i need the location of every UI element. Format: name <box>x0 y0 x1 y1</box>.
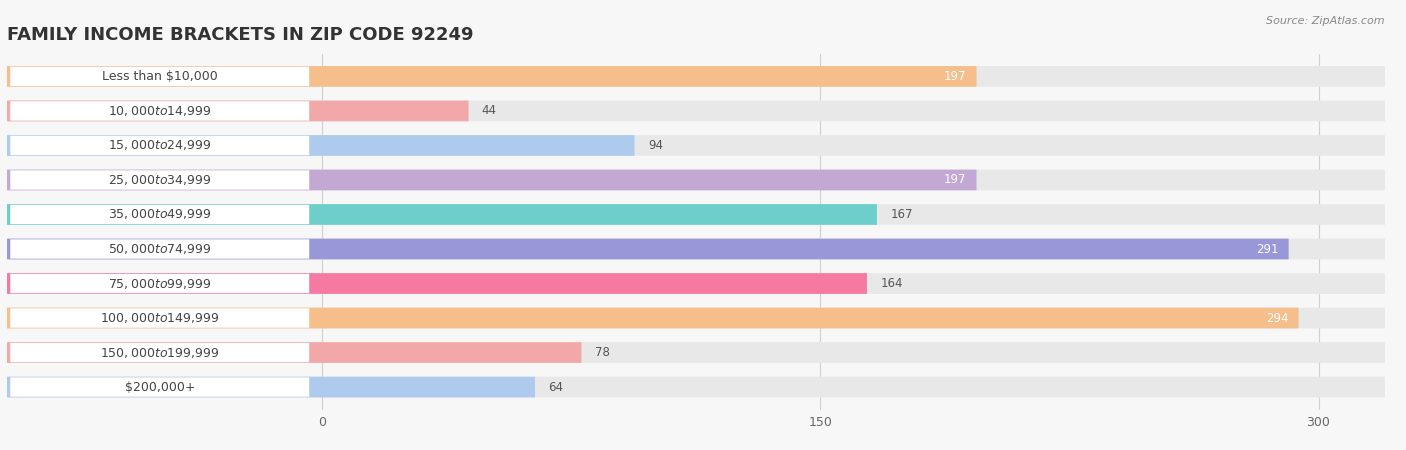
FancyBboxPatch shape <box>7 135 634 156</box>
FancyBboxPatch shape <box>7 101 1385 122</box>
FancyBboxPatch shape <box>7 273 868 294</box>
FancyBboxPatch shape <box>10 274 309 293</box>
FancyBboxPatch shape <box>10 343 309 362</box>
FancyBboxPatch shape <box>7 238 1289 259</box>
FancyBboxPatch shape <box>7 308 1385 328</box>
FancyBboxPatch shape <box>10 205 309 224</box>
FancyBboxPatch shape <box>7 135 1385 156</box>
FancyBboxPatch shape <box>10 67 309 86</box>
Text: Less than $10,000: Less than $10,000 <box>101 70 218 83</box>
FancyBboxPatch shape <box>7 377 1385 397</box>
FancyBboxPatch shape <box>10 170 309 189</box>
Text: $100,000 to $149,999: $100,000 to $149,999 <box>100 311 219 325</box>
FancyBboxPatch shape <box>10 136 309 155</box>
FancyBboxPatch shape <box>7 204 1385 225</box>
Text: FAMILY INCOME BRACKETS IN ZIP CODE 92249: FAMILY INCOME BRACKETS IN ZIP CODE 92249 <box>7 26 474 44</box>
FancyBboxPatch shape <box>7 204 877 225</box>
Text: $35,000 to $49,999: $35,000 to $49,999 <box>108 207 211 221</box>
Text: 167: 167 <box>890 208 912 221</box>
FancyBboxPatch shape <box>10 378 309 397</box>
FancyBboxPatch shape <box>7 66 1385 87</box>
Text: $25,000 to $34,999: $25,000 to $34,999 <box>108 173 211 187</box>
FancyBboxPatch shape <box>7 101 468 122</box>
Text: 197: 197 <box>943 174 966 186</box>
FancyBboxPatch shape <box>10 101 309 121</box>
Text: 78: 78 <box>595 346 610 359</box>
FancyBboxPatch shape <box>10 308 309 328</box>
FancyBboxPatch shape <box>7 342 582 363</box>
Text: $15,000 to $24,999: $15,000 to $24,999 <box>108 139 211 153</box>
Text: $150,000 to $199,999: $150,000 to $199,999 <box>100 346 219 360</box>
Text: 291: 291 <box>1256 243 1278 256</box>
Text: 197: 197 <box>943 70 966 83</box>
FancyBboxPatch shape <box>7 238 1385 259</box>
FancyBboxPatch shape <box>7 273 1385 294</box>
Text: 164: 164 <box>880 277 903 290</box>
FancyBboxPatch shape <box>7 377 534 397</box>
Text: 294: 294 <box>1267 311 1289 324</box>
FancyBboxPatch shape <box>7 342 1385 363</box>
Text: $10,000 to $14,999: $10,000 to $14,999 <box>108 104 211 118</box>
Text: 44: 44 <box>482 104 496 117</box>
Text: $75,000 to $99,999: $75,000 to $99,999 <box>108 276 211 291</box>
FancyBboxPatch shape <box>7 66 977 87</box>
Text: 64: 64 <box>548 381 564 394</box>
FancyBboxPatch shape <box>7 308 1299 328</box>
Text: $200,000+: $200,000+ <box>125 381 195 394</box>
FancyBboxPatch shape <box>10 239 309 259</box>
Text: Source: ZipAtlas.com: Source: ZipAtlas.com <box>1267 16 1385 26</box>
FancyBboxPatch shape <box>7 170 1385 190</box>
Text: 94: 94 <box>648 139 662 152</box>
FancyBboxPatch shape <box>7 170 977 190</box>
Text: $50,000 to $74,999: $50,000 to $74,999 <box>108 242 211 256</box>
